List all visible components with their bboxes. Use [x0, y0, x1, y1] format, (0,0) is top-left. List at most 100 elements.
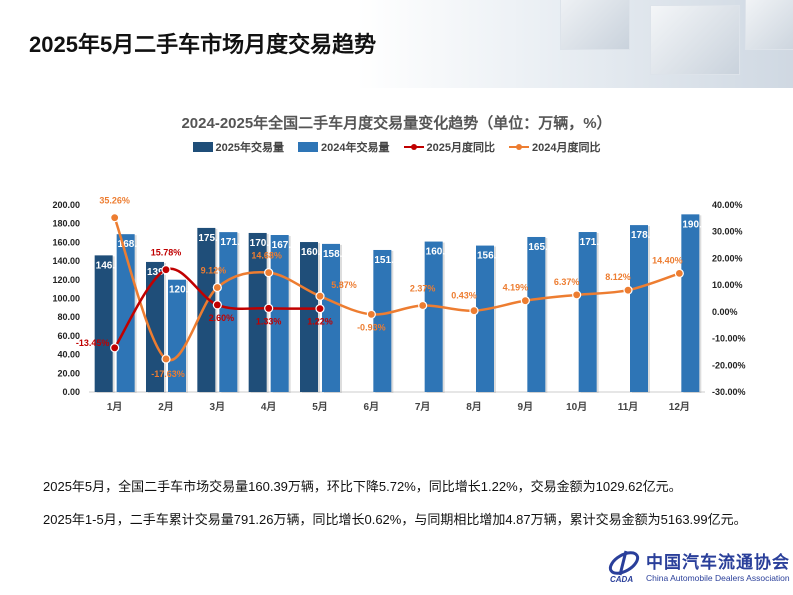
legend-swatch: [508, 142, 529, 152]
bar-2024: [527, 236, 546, 392]
right-axis-tick: -20.00%: [712, 360, 746, 370]
x-axis-tick: 2月: [158, 401, 174, 413]
line-point: [572, 290, 582, 300]
line-data-label: 8.12%: [605, 272, 631, 282]
line-data-label: 14.68%: [251, 251, 282, 261]
chart-title: 2024-2025年全国二手车月度交易量变化趋势（单位：万辆，%）: [181, 115, 612, 132]
bar-2025: [197, 227, 216, 392]
line-data-label: 1.33%: [256, 316, 282, 326]
legend-swatch: [192, 142, 213, 152]
bar-data-label: 151.9: [374, 255, 399, 266]
line-data-label: 14.40%: [652, 255, 683, 265]
line-data-label: 15.78%: [151, 248, 182, 258]
line-point: [315, 303, 325, 314]
line-point: [161, 354, 171, 364]
line-point: [212, 300, 222, 310]
line-point: [212, 282, 222, 293]
right-axis-tick: 10.00%: [712, 280, 743, 290]
left-axis-tick: 20.00: [57, 368, 80, 378]
right-axis-tick: 30.00%: [712, 227, 743, 237]
bar-2024: [219, 232, 238, 392]
x-axis-tick: 10月: [566, 401, 587, 413]
logo-cn: 中国汽车流通协会: [646, 553, 790, 573]
line-point: [623, 285, 633, 295]
line-point: [161, 265, 171, 275]
right-axis-tick: -10.00%: [712, 334, 746, 344]
left-axis-tick: 40.00: [57, 350, 80, 360]
x-axis-tick: 6月: [364, 401, 380, 413]
header-banner: 2025年5月二手车市场月度交易趋势: [0, 0, 793, 88]
x-axis-tick: 9月: [518, 401, 534, 413]
bar-2024: [681, 214, 700, 392]
bar-data-label: 171.1: [580, 237, 605, 248]
right-axis-tick: 0.00%: [712, 307, 738, 317]
legend-swatch: [403, 142, 424, 152]
bar-2024: [322, 243, 340, 392]
x-axis-tick: 7月: [415, 401, 431, 413]
decor-cube: [560, 0, 630, 50]
left-axis-tick: 100.00: [52, 294, 80, 304]
bar-2024: [476, 245, 494, 392]
line-data-label: 2.60%: [209, 313, 235, 323]
line-point: [674, 268, 684, 278]
legend-item: 2024年交易量: [298, 139, 390, 155]
x-axis-tick: 3月: [210, 401, 226, 413]
line-data-label: 35.26%: [99, 196, 130, 206]
line-point: [469, 306, 479, 316]
decor-cube: [745, 0, 793, 50]
bar-data-label: 170.1: [250, 238, 275, 249]
left-axis-tick: 180.00: [52, 219, 80, 229]
bar-2024: [168, 279, 186, 392]
chart-plot: 0.00 20.00 40.00 60.00 80.00 100.00 120.00 140.…: [52, 196, 746, 413]
legend-item: 2025年交易量: [192, 139, 284, 155]
bar-2024: [373, 249, 392, 392]
bar-2024: [630, 225, 648, 392]
left-axis-tick: 120.00: [52, 275, 80, 285]
summary-paragraph: 2025年1-5月，二手车累计交易量791.26万辆，同比增长0.62%，与同期…: [43, 512, 747, 527]
bar-data-label: 167.9: [272, 240, 297, 251]
bar-2025: [300, 242, 318, 392]
left-axis-tick: 60.00: [57, 331, 80, 341]
bar-data-label: 175.49: [198, 233, 229, 244]
line-point: [264, 268, 274, 278]
left-axis-tick: 160.00: [52, 237, 80, 247]
line-point: [366, 309, 376, 319]
right-axis-tick: 40.00%: [712, 200, 743, 210]
left-axis-tick: 140.00: [52, 256, 80, 266]
x-axis-tick: 1月: [107, 401, 123, 413]
line-point: [315, 291, 325, 301]
line-point: [110, 343, 120, 353]
bar-2025: [94, 255, 113, 392]
right-axis-tick: 20.00%: [712, 253, 743, 263]
left-axis-tick: 0.00: [62, 387, 80, 397]
bar-data-label: 171.0: [220, 237, 245, 248]
line-point: [264, 303, 274, 313]
x-axis-tick: 12月: [669, 401, 690, 413]
legend-label: 2024年交易量: [321, 142, 390, 154]
line-point: [520, 296, 530, 306]
legend-label: 2024月度同比: [531, 142, 601, 154]
bar-2024: [578, 232, 597, 392]
svg-text:CADA: CADA: [610, 575, 633, 583]
left-axis-tick: 200.00: [52, 200, 80, 210]
bar-data-label: 178.5: [631, 230, 656, 241]
summary-paragraph: 2025年5月，全国二手车市场交易量160.39万辆，环比下降5.72%，同比增…: [43, 479, 682, 494]
bar-2024: [424, 241, 443, 392]
line-data-label: -17.63%: [151, 369, 185, 379]
line-data-label: 0.43%: [451, 291, 477, 301]
line-data-label: -13.45%: [76, 338, 110, 348]
line-data-label: 6.37%: [554, 277, 580, 287]
bar-2025: [146, 261, 164, 392]
bar-data-label: 158.4: [323, 249, 348, 260]
x-axis-tick: 5月: [312, 401, 328, 413]
logo-en: China Automobile Dealers Association: [646, 573, 790, 583]
chart-legend: 2025年交易量 2024年交易量 2025月度同比 2024月度同比: [0, 139, 793, 155]
bar-data-label: 165.8: [528, 242, 553, 253]
right-axis-tick: -30.00%: [712, 387, 746, 397]
bar-data-label: 120.1: [169, 285, 194, 296]
x-axis-tick: 11月: [618, 401, 639, 413]
page-title: 2025年5月二手车市场月度交易趋势: [29, 32, 377, 57]
x-axis-tick: 4月: [261, 401, 277, 413]
bar-data-label: 190.0: [682, 219, 707, 230]
line-data-label: 9.12%: [201, 265, 227, 275]
